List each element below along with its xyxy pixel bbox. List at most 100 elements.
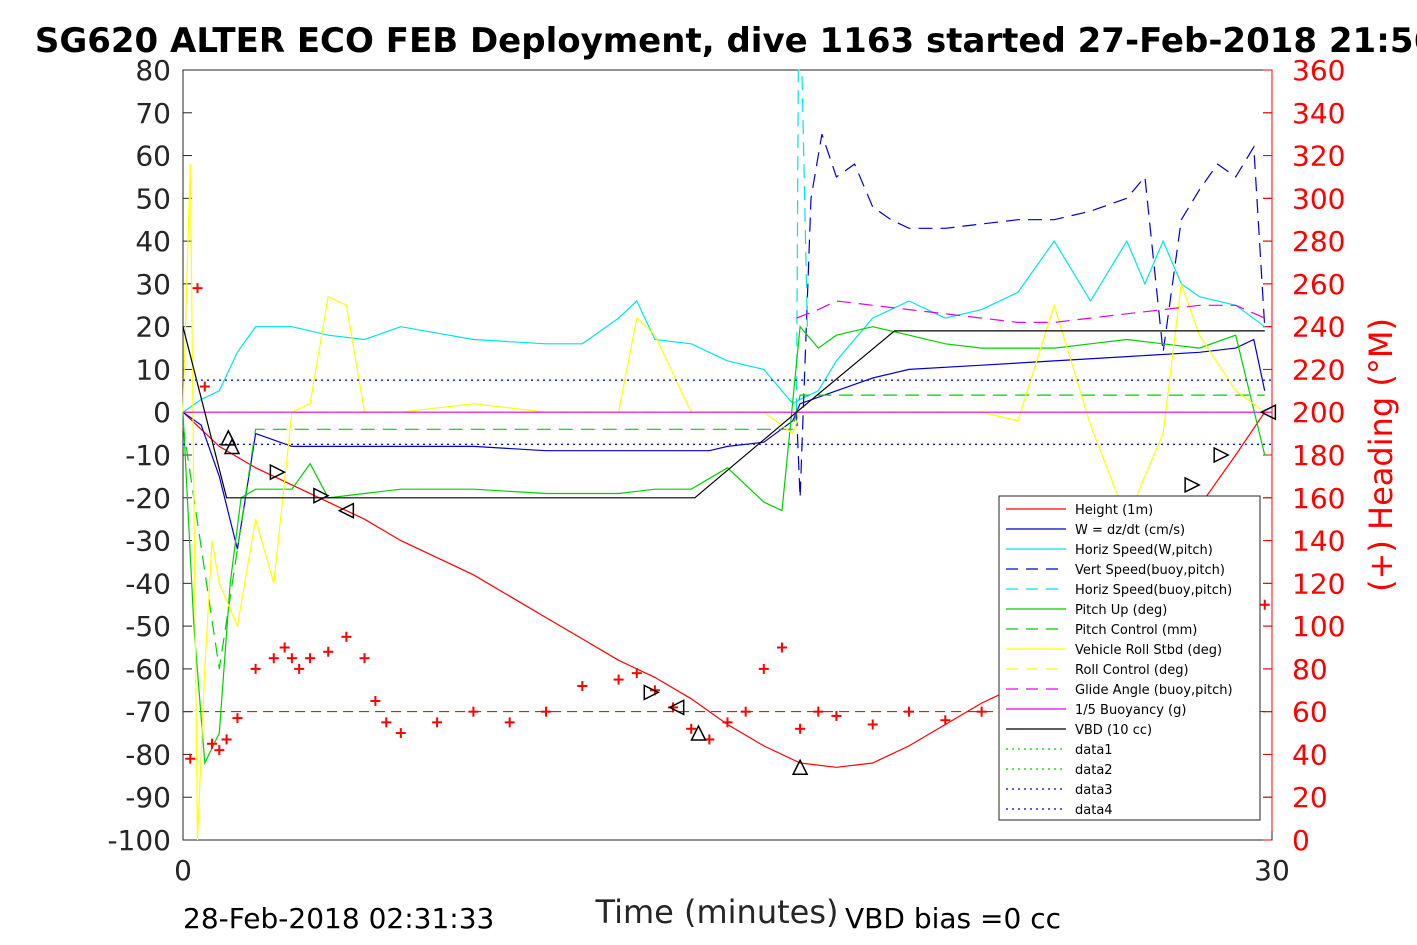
series-layer (182, 69, 1272, 841)
left-tick-label: -10 (125, 439, 171, 472)
right-tick-label: 80 (1292, 653, 1328, 686)
vbd-marker (643, 684, 660, 701)
legend-entry: Pitch Control (mm) (1006, 623, 1197, 638)
legend-entry: Vert Speed(buoy,pitch) (1006, 563, 1225, 578)
legend-entry: data4 (1006, 803, 1113, 818)
vbd-marker (791, 758, 809, 776)
heading-point (686, 723, 697, 734)
legend-entry: Height (1m) (1006, 503, 1153, 518)
vbd-marker (337, 502, 355, 519)
series-vehicle-roll-stbd-deg (182, 164, 1266, 841)
series-vbd-10-cc (182, 326, 1265, 499)
right-tick-label: 320 (1292, 140, 1345, 173)
heading-point (294, 663, 305, 674)
right-tick-label: 40 (1292, 738, 1328, 771)
heading-point (268, 653, 279, 664)
heading-point (468, 706, 479, 717)
legend-label: data3 (1075, 783, 1113, 798)
left-tick-label: -30 (125, 525, 171, 558)
left-tick-label: 60 (135, 140, 171, 173)
right-tick-label: 220 (1292, 353, 1345, 386)
heading-point (504, 717, 515, 728)
vbd-marker (223, 437, 241, 455)
legend-label: W = dz/dt (cm/s) (1075, 523, 1185, 538)
legend-label: VBD (10 cc) (1075, 723, 1152, 738)
right-tick-label: 300 (1292, 182, 1345, 215)
left-tick-label: 20 (135, 311, 171, 344)
heading-point (722, 717, 733, 728)
legend-entry: Roll Control (deg) (1006, 663, 1189, 678)
right-tick-label: 140 (1292, 525, 1345, 558)
left-tick-label: -90 (125, 781, 171, 814)
legend-entry: W = dz/dt (cm/s) (1006, 523, 1185, 538)
left-tick-label: 50 (135, 182, 171, 215)
left-tick-label: -80 (125, 738, 171, 771)
heading-point (541, 706, 551, 717)
heading-point (976, 706, 987, 717)
right-tick-label: 260 (1292, 268, 1345, 301)
legend-entry: VBD (10 cc) (1006, 723, 1152, 738)
legend-box (998, 495, 1261, 821)
heading-point (704, 734, 715, 745)
heading-point (613, 674, 624, 685)
heading-point (1259, 599, 1270, 610)
heading-point (305, 653, 316, 664)
legend-label: Pitch Up (deg) (1075, 603, 1167, 618)
heading-point (395, 728, 406, 739)
right-axis: 3603403203002802602402202001801601401201… (1263, 54, 1345, 857)
vbd-marker (668, 699, 685, 716)
left-tick-label: 10 (135, 353, 171, 386)
footer-timestamp: 28-Feb-2018 02:31:33 (183, 902, 494, 935)
right-tick-label: 160 (1292, 482, 1345, 515)
heading-point (192, 283, 203, 294)
heading-point (577, 681, 588, 691)
vbd-marker (1213, 446, 1230, 464)
left-tick-label: 70 (135, 97, 171, 130)
series-pitch-control-mm (182, 394, 1265, 669)
vbd-marker (1259, 404, 1277, 421)
heading-point (214, 745, 225, 756)
legend-entry: data2 (1006, 763, 1113, 778)
left-tick-label: -50 (125, 610, 171, 643)
vbd-marker (1184, 476, 1201, 494)
heading-point (381, 717, 392, 728)
heading-point (795, 723, 806, 734)
right-tick-label: 240 (1292, 311, 1345, 344)
right-tick-label: 180 (1292, 439, 1345, 472)
legend-entry: data3 (1006, 783, 1113, 798)
heading-point (904, 706, 914, 717)
left-tick-label: -20 (125, 482, 171, 515)
heading-point (940, 715, 951, 726)
heading-point (341, 631, 352, 642)
heading-point (323, 646, 334, 657)
series-w-dz-dt-cm-s (182, 338, 1266, 550)
heading-point (199, 381, 210, 392)
right-tick-label: 20 (1292, 781, 1328, 814)
legend-entry: Horiz Speed(buoy,pitch) (1006, 583, 1232, 598)
left-tick-label: -70 (125, 696, 171, 729)
heading-point (867, 719, 878, 730)
left-tick-label: -100 (107, 824, 171, 857)
series-horiz-speed-buoy-pitch (795, 69, 808, 413)
legend-label: data4 (1075, 803, 1113, 818)
x-tick-label: 30 (1254, 854, 1290, 887)
legend-entry: Horiz Speed(W,pitch) (1006, 543, 1213, 558)
legend: Height (1m) W = dz/dt (cm/s) Horiz Speed(W… (998, 495, 1261, 821)
legend-label: Horiz Speed(buoy,pitch) (1075, 583, 1232, 598)
legend-label: Pitch Control (mm) (1075, 623, 1197, 638)
heading-point (813, 706, 824, 717)
right-tick-label: 280 (1292, 225, 1345, 258)
legend-entry: Vehicle Roll Stbd (deg) (1006, 643, 1222, 658)
heading-point (831, 710, 842, 721)
legend-label: Vehicle Roll Stbd (deg) (1075, 643, 1222, 658)
heading-point (221, 734, 232, 745)
legend-label: Roll Control (deg) (1075, 663, 1189, 678)
right-tick-label: 120 (1292, 567, 1345, 600)
heading-point (776, 642, 787, 653)
legend-label: data2 (1075, 763, 1113, 778)
heading-point (286, 653, 297, 664)
left-tick-label: -60 (125, 653, 171, 686)
legend-label: Height (1m) (1075, 503, 1153, 518)
heading-point (359, 653, 370, 664)
